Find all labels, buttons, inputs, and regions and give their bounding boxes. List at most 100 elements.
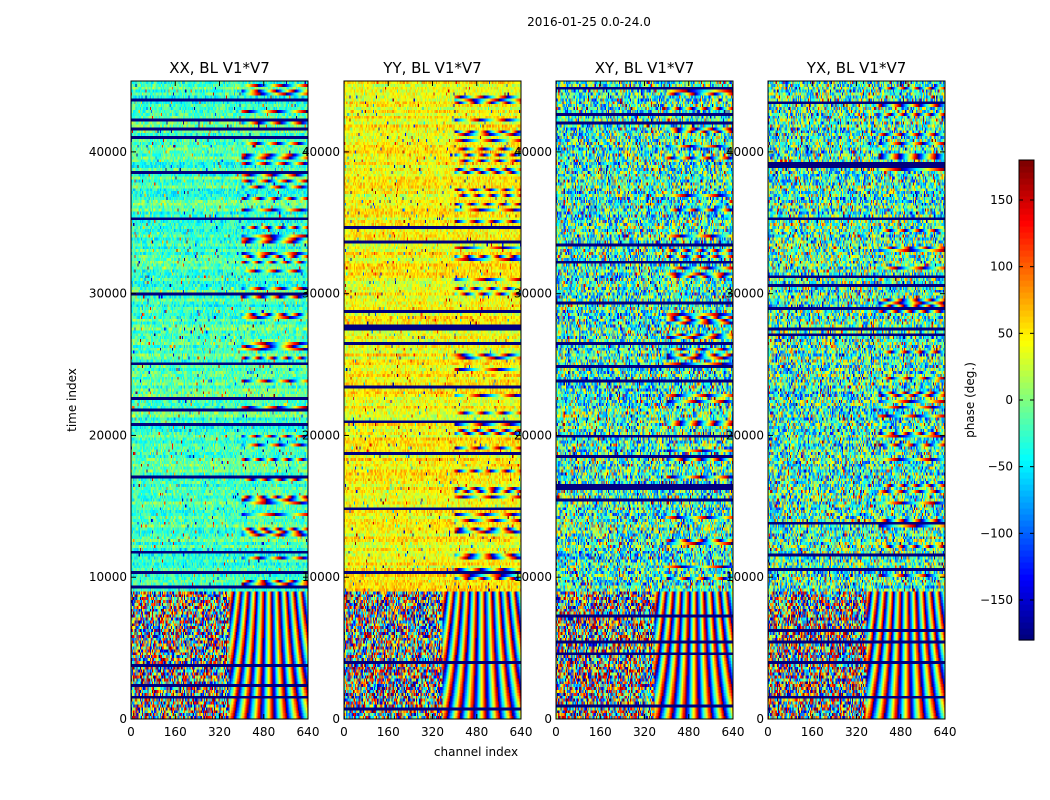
colorbar-segment [1019, 244, 1034, 251]
colorbar-segment [1019, 448, 1034, 455]
heatmap-image [131, 81, 308, 719]
y-tick-label: 10000 [514, 570, 552, 584]
colorbar-segment [1019, 172, 1034, 179]
colorbar-segment [1019, 166, 1034, 173]
x-tick-label: 640 [722, 725, 745, 739]
colorbar-segment [1019, 550, 1034, 557]
colorbar-segment [1019, 250, 1034, 257]
y-tick-label: 0 [756, 712, 764, 726]
heatmap-image [344, 81, 521, 719]
colorbar-segment [1019, 310, 1034, 317]
colorbar-segment [1019, 502, 1034, 509]
colorbar: −150 −100 −50 0 50 100 150 [980, 159, 1035, 641]
colorbar-segment [1019, 544, 1034, 551]
colorbar-segment [1019, 610, 1034, 617]
colorbar-segment [1019, 436, 1034, 443]
y-tick-label: 10000 [89, 570, 127, 584]
colorbar-segment [1019, 232, 1034, 239]
y-tick-label: 0 [119, 712, 127, 726]
colorbar-segment [1019, 190, 1034, 197]
x-tick-label: 480 [677, 725, 700, 739]
colorbar-segment [1019, 424, 1034, 431]
x-tick-label: 480 [252, 725, 275, 739]
x-tick-label: 320 [208, 725, 231, 739]
colorbar-segment [1019, 328, 1034, 335]
colorbar-tick-label: 50 [998, 326, 1013, 340]
colorbar-segment [1019, 316, 1034, 323]
heatmap-image [556, 81, 733, 719]
colorbar-segment [1019, 160, 1034, 167]
colorbar-segment [1019, 262, 1034, 269]
colorbar-segment [1019, 382, 1034, 389]
panel-title: XY, BL V1*V7 [595, 59, 695, 77]
x-tick-label: 640 [934, 725, 957, 739]
colorbar-segment [1019, 496, 1034, 503]
colorbar-segment [1019, 178, 1034, 185]
colorbar-segment [1019, 592, 1034, 599]
x-tick-label: 0 [552, 725, 560, 739]
panel-4: YX, BL V1*V7 0 160 320 480 640 0 10000 20000 3000… [726, 59, 957, 739]
colorbar-segment [1019, 376, 1034, 383]
colorbar-segment [1019, 604, 1034, 611]
colorbar-segment [1019, 628, 1034, 635]
y-tick-label: 10000 [726, 570, 764, 584]
colorbar-segment [1019, 616, 1034, 623]
colorbar-segment [1019, 418, 1034, 425]
panel-3: XY, BL V1*V7 0 160 320 480 640 0 10000 20000 3000… [514, 59, 745, 739]
colorbar-segment [1019, 490, 1034, 497]
y-tick-label: 40000 [89, 145, 127, 159]
colorbar-segment [1019, 454, 1034, 461]
colorbar-segment [1019, 562, 1034, 569]
x-axis-label: channel index [434, 745, 518, 759]
y-tick-label: 30000 [514, 287, 552, 301]
colorbar-segment [1019, 598, 1034, 605]
colorbar-segment [1019, 208, 1034, 215]
colorbar-segment [1019, 400, 1034, 407]
colorbar-tick-label: −100 [980, 526, 1013, 540]
colorbar-segment [1019, 286, 1034, 293]
colorbar-segment [1019, 370, 1034, 377]
y-tick-label: 30000 [89, 287, 127, 301]
colorbar-segment [1019, 364, 1034, 371]
colorbar-segment [1019, 460, 1034, 467]
panels-group: XX, BL V1*V7 0 160 320 480 640 0 10000 20000 3000… [89, 59, 957, 739]
y-tick-label: 10000 [302, 570, 340, 584]
x-tick-label: 640 [510, 725, 533, 739]
colorbar-segment [1019, 298, 1034, 305]
colorbar-segment [1019, 394, 1034, 401]
colorbar-tick-label: −150 [980, 593, 1013, 607]
colorbar-segment [1019, 514, 1034, 521]
y-tick-label: 40000 [302, 145, 340, 159]
y-tick-label: 30000 [726, 287, 764, 301]
y-tick-label: 20000 [726, 428, 764, 442]
colorbar-segment [1019, 322, 1034, 329]
panel-title: YY, BL V1*V7 [382, 59, 481, 77]
x-tick-label: 160 [377, 725, 400, 739]
colorbar-segment [1019, 532, 1034, 539]
x-tick-label: 320 [633, 725, 656, 739]
colorbar-segment [1019, 586, 1034, 593]
colorbar-segment [1019, 274, 1034, 281]
panel-title: YX, BL V1*V7 [806, 59, 907, 77]
colorbar-segment [1019, 268, 1034, 275]
x-tick-label: 160 [164, 725, 187, 739]
x-tick-label: 480 [465, 725, 488, 739]
colorbar-segment [1019, 184, 1034, 191]
colorbar-segment [1019, 466, 1034, 473]
y-tick-label: 30000 [302, 287, 340, 301]
colorbar-segment [1019, 430, 1034, 437]
x-tick-label: 160 [801, 725, 824, 739]
x-tick-label: 0 [340, 725, 348, 739]
x-tick-label: 320 [845, 725, 868, 739]
y-tick-label: 0 [544, 712, 552, 726]
colorbar-segment [1019, 574, 1034, 581]
y-tick-label: 0 [332, 712, 340, 726]
colorbar-segment [1019, 472, 1034, 479]
panel-1: XX, BL V1*V7 0 160 320 480 640 0 10000 20000 3000… [89, 59, 320, 739]
colorbar-segment [1019, 202, 1034, 209]
colorbar-segment [1019, 406, 1034, 413]
colorbar-segment [1019, 226, 1034, 233]
colorbar-segment [1019, 388, 1034, 395]
panel-2: YY, BL V1*V7 0 160 320 480 640 0 10000 20000 3000… [302, 59, 533, 739]
